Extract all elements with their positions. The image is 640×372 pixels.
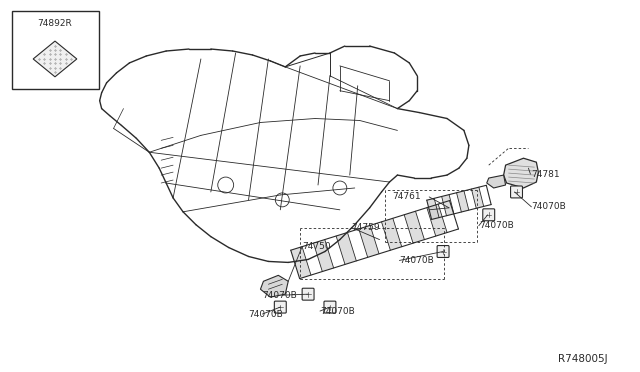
Text: 74759: 74759 bbox=[351, 223, 380, 232]
Polygon shape bbox=[427, 204, 447, 236]
Polygon shape bbox=[487, 175, 506, 188]
Text: 74070B: 74070B bbox=[248, 310, 284, 318]
Text: 74070B: 74070B bbox=[531, 202, 566, 211]
Text: R748005J: R748005J bbox=[558, 354, 608, 364]
Text: 74070B: 74070B bbox=[399, 256, 434, 265]
Polygon shape bbox=[442, 195, 454, 216]
Polygon shape bbox=[381, 218, 402, 250]
FancyBboxPatch shape bbox=[275, 301, 286, 313]
Polygon shape bbox=[336, 232, 356, 264]
Text: 74781: 74781 bbox=[531, 170, 560, 179]
Text: 74892R: 74892R bbox=[38, 19, 72, 28]
Polygon shape bbox=[33, 41, 77, 77]
Text: 74070B: 74070B bbox=[262, 291, 297, 300]
FancyBboxPatch shape bbox=[483, 209, 495, 221]
Polygon shape bbox=[291, 247, 311, 279]
Polygon shape bbox=[260, 275, 288, 297]
Text: 74761: 74761 bbox=[392, 192, 421, 201]
FancyBboxPatch shape bbox=[324, 301, 336, 313]
FancyBboxPatch shape bbox=[437, 246, 449, 257]
Text: 74070B: 74070B bbox=[320, 307, 355, 315]
Polygon shape bbox=[472, 187, 484, 208]
Text: 74750: 74750 bbox=[302, 242, 331, 251]
FancyBboxPatch shape bbox=[511, 186, 522, 198]
Polygon shape bbox=[427, 198, 439, 219]
Polygon shape bbox=[456, 191, 469, 212]
Polygon shape bbox=[504, 158, 538, 188]
Polygon shape bbox=[314, 240, 333, 272]
FancyBboxPatch shape bbox=[302, 288, 314, 300]
Text: 74070B: 74070B bbox=[479, 221, 513, 230]
Polygon shape bbox=[404, 211, 424, 243]
Polygon shape bbox=[359, 225, 379, 257]
